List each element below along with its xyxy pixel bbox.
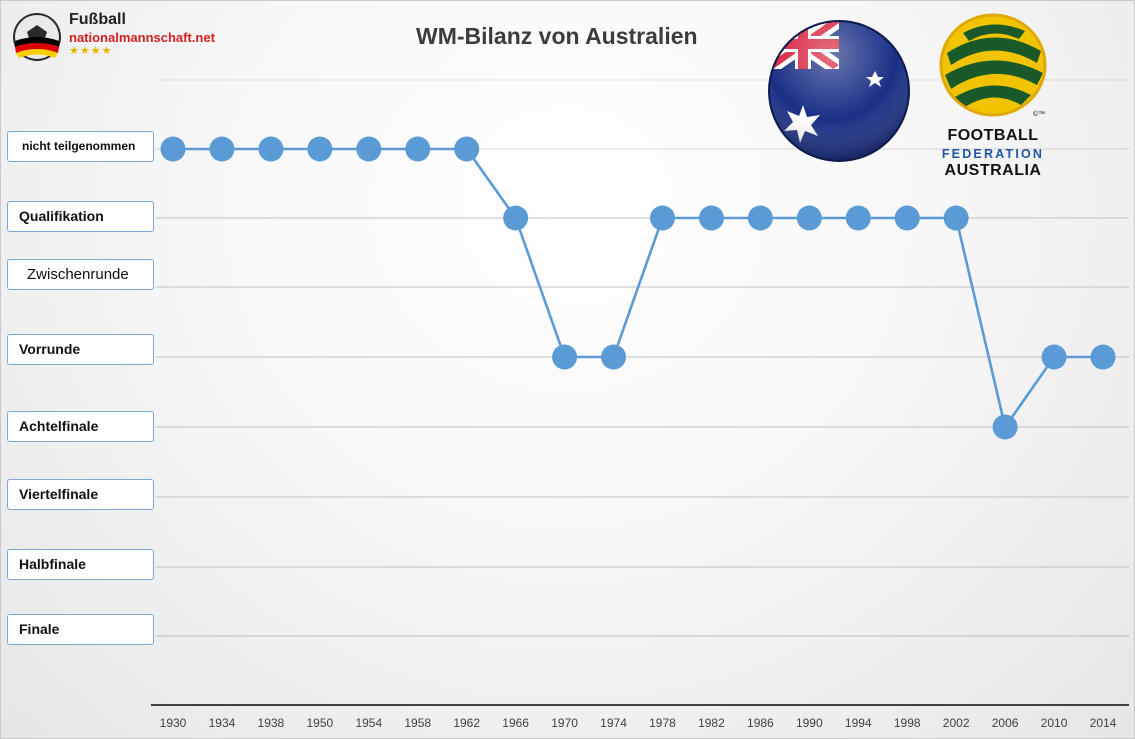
logo-domain: nationalmannschaft.net (69, 30, 215, 45)
x-tick-label: 1954 (355, 716, 382, 730)
x-tick-label: 1998 (894, 716, 921, 730)
x-tick-label: 2010 (1041, 716, 1068, 730)
category-label: Qualifikation (7, 201, 154, 232)
data-point (747, 205, 773, 231)
series-line (173, 147, 1103, 429)
data-point (307, 136, 333, 162)
category-label: Achtelfinale (7, 411, 154, 442)
x-tick-label: 1974 (600, 716, 627, 730)
x-tick-label: 2002 (943, 716, 970, 730)
soccer-ball-icon (13, 13, 61, 61)
ffa-line-federation: FEDERATION (941, 147, 1045, 161)
data-point (992, 414, 1018, 440)
x-tick-label: 1958 (404, 716, 431, 730)
logo-name: Fußball (69, 11, 126, 28)
data-point (160, 136, 186, 162)
data-point (649, 205, 675, 231)
data-point (454, 136, 480, 162)
x-tick-label: 1986 (747, 716, 774, 730)
data-point (356, 136, 382, 162)
ffa-logo: ©™ FOOTBALL FEDERATION AUSTRALIA (923, 13, 1063, 183)
data-point (1041, 344, 1067, 370)
x-tick-label: 1938 (258, 716, 285, 730)
data-point (209, 136, 235, 162)
chart-title: WM-Bilanz von Australien (416, 23, 698, 49)
ffa-emblem-icon (939, 13, 1047, 117)
category-label: Viertelfinale (7, 479, 154, 510)
x-tick-label: 2014 (1090, 716, 1117, 730)
data-point (845, 205, 871, 231)
ffa-line-football: FOOTBALL (947, 127, 1039, 144)
data-point (552, 344, 578, 370)
australia-flag-icon (768, 20, 910, 162)
category-label: Halbfinale (7, 549, 154, 580)
x-tick-label: 1934 (209, 716, 236, 730)
ffa-line-australia: AUSTRALIA (944, 162, 1042, 179)
data-point (405, 136, 431, 162)
x-tick-label: 1930 (160, 716, 187, 730)
category-label: Vorrunde (7, 334, 154, 365)
x-tick-label: 1990 (796, 716, 823, 730)
data-point (894, 205, 920, 231)
logo-stars: ★★★★ (69, 45, 113, 57)
x-tick-label: 2006 (992, 716, 1019, 730)
data-point (1090, 344, 1116, 370)
data-point (601, 344, 627, 370)
data-point (796, 205, 822, 231)
data-point (258, 136, 284, 162)
x-tick-label: 1962 (453, 716, 480, 730)
x-tick-label: 1994 (845, 716, 872, 730)
x-tick-label: 1982 (698, 716, 725, 730)
category-label: Zwischenrunde (7, 259, 154, 290)
x-tick-label: 1966 (502, 716, 529, 730)
x-tick-label: 1970 (551, 716, 578, 730)
x-tick-label: 1950 (306, 716, 333, 730)
site-logo[interactable]: Fußball nationalmannschaft.net ★★★★ (9, 9, 249, 65)
category-label: Finale (7, 614, 154, 645)
data-point (698, 205, 724, 231)
x-tick-label: 1978 (649, 716, 676, 730)
ffa-trademark: ©™ (1033, 111, 1046, 118)
data-point (503, 205, 529, 231)
category-label: nicht teilgenommen (7, 131, 154, 162)
data-point (943, 205, 969, 231)
